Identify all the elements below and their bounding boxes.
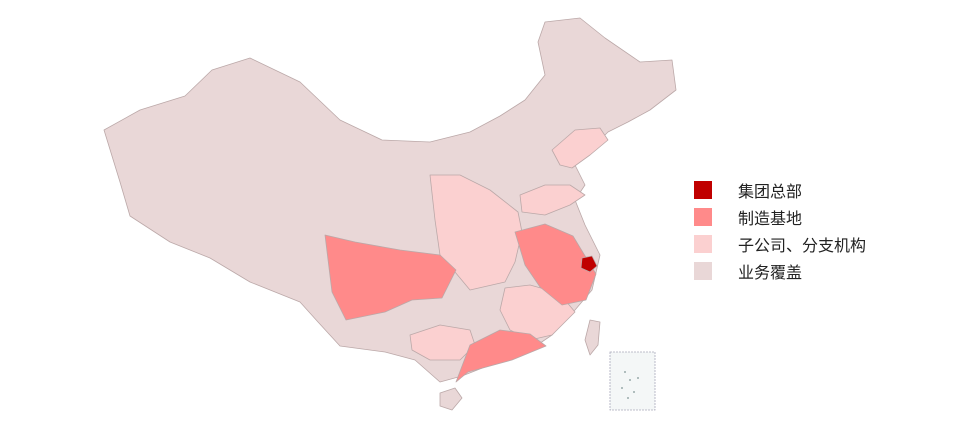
south-china-sea-islands — [621, 371, 639, 399]
legend-swatch — [694, 180, 712, 199]
legend-label: 集团总部 — [738, 181, 803, 201]
region-taiwan — [584, 319, 601, 356]
legend-item-business-coverage: 业务覆盖 — [694, 257, 866, 284]
legend-swatch — [694, 207, 712, 226]
legend-label: 业务覆盖 — [738, 262, 803, 282]
legend-swatch — [694, 261, 712, 280]
legend-item-subsidiaries: 子公司、分支机构 — [694, 230, 866, 257]
legend: 集团总部 制造基地 子公司、分支机构 业务覆盖 — [694, 176, 866, 284]
legend-label: 制造基地 — [738, 208, 803, 228]
region-headquarters-shanghai[interactable] — [580, 255, 598, 273]
region-subsidiary-liaoning[interactable] — [551, 127, 609, 169]
legend-item-manufacturing: 制造基地 — [694, 203, 866, 230]
legend-item-headquarters: 集团总部 — [694, 176, 866, 203]
region-manufacturing-east[interactable] — [514, 223, 597, 306]
region-manufacturing-guangdong[interactable] — [455, 329, 547, 383]
region-subsidiary-shandong[interactable] — [519, 184, 586, 216]
south-china-sea-inset — [609, 351, 656, 411]
region-subsidiary-central[interactable] — [429, 174, 523, 291]
region-hainan — [439, 387, 463, 411]
legend-swatch — [694, 234, 712, 253]
region-manufacturing-sichuan[interactable] — [324, 234, 457, 321]
legend-label: 子公司、分支机构 — [738, 235, 867, 255]
